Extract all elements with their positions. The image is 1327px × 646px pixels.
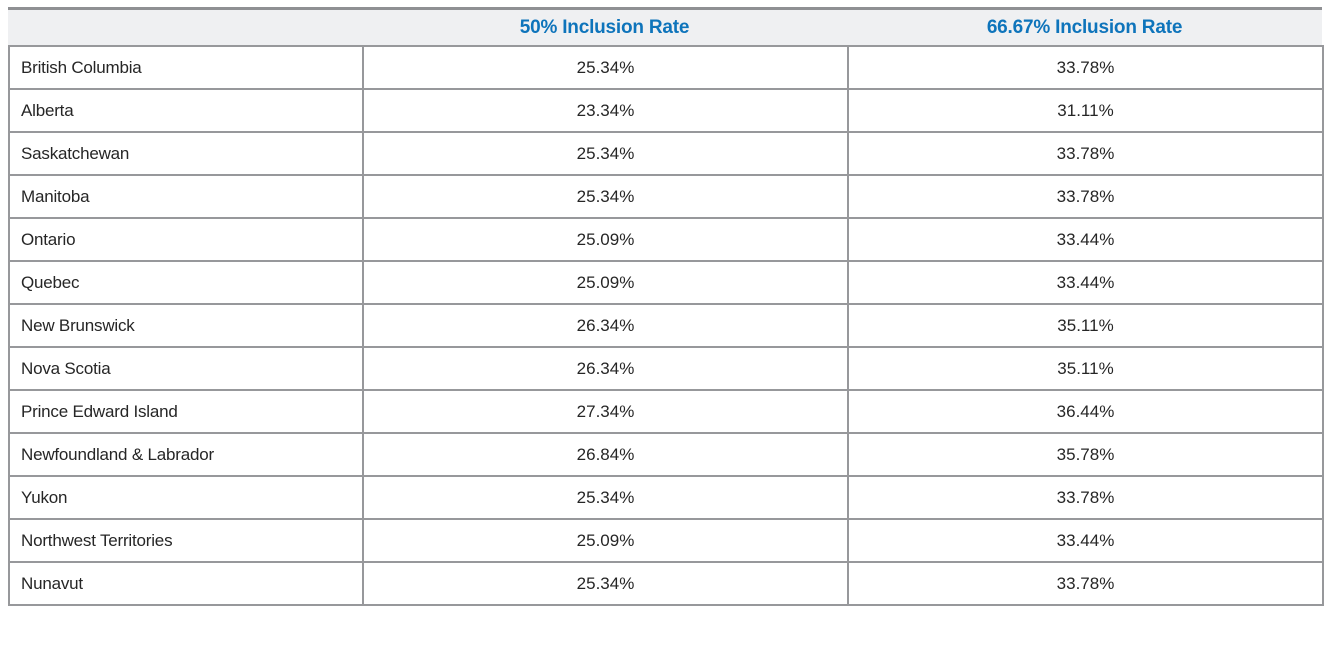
rate-50-cell: 26.84%: [362, 432, 849, 477]
rate-50-cell: 25.34%: [362, 475, 849, 520]
rate-6667-cell: 33.78%: [847, 561, 1324, 606]
rate-50-cell: 26.34%: [362, 303, 849, 348]
table-row: New Brunswick 26.34% 35.11%: [8, 303, 1324, 348]
table-row: Nova Scotia 26.34% 35.11%: [8, 346, 1324, 391]
region-cell: Newfoundland & Labrador: [8, 432, 364, 477]
table-row: Northwest Territories 25.09% 33.44%: [8, 518, 1324, 563]
rate-6667-cell: 35.11%: [847, 303, 1324, 348]
region-cell: Saskatchewan: [8, 131, 364, 176]
column-header-6667-inclusion-rate: 66.67% Inclusion Rate: [986, 16, 1183, 38]
rate-6667-cell: 35.11%: [847, 346, 1324, 391]
rate-50-cell: 26.34%: [362, 346, 849, 391]
rate-6667-cell: 36.44%: [847, 389, 1324, 434]
region-cell: Northwest Territories: [8, 518, 364, 563]
table-row: British Columbia 25.34% 33.78%: [8, 45, 1324, 90]
table-header-row: 50% Inclusion Rate 66.67% Inclusion Rate: [8, 7, 1322, 45]
table-row: Ontario 25.09% 33.44%: [8, 217, 1324, 262]
rate-50-cell: 25.09%: [362, 260, 849, 305]
region-cell: Manitoba: [8, 174, 364, 219]
region-cell: British Columbia: [8, 45, 364, 90]
table-row: Prince Edward Island 27.34% 36.44%: [8, 389, 1324, 434]
table-row: Quebec 25.09% 33.44%: [8, 260, 1324, 305]
table-row: Nunavut 25.34% 33.78%: [8, 561, 1324, 606]
rate-50-cell: 25.09%: [362, 518, 849, 563]
region-cell: Yukon: [8, 475, 364, 520]
region-cell: Quebec: [8, 260, 364, 305]
rate-6667-cell: 33.44%: [847, 518, 1324, 563]
rate-50-cell: 25.34%: [362, 131, 849, 176]
rate-50-cell: 27.34%: [362, 389, 849, 434]
region-cell: New Brunswick: [8, 303, 364, 348]
table-row: Saskatchewan 25.34% 33.78%: [8, 131, 1324, 176]
rate-50-cell: 23.34%: [362, 88, 849, 133]
inclusion-rate-table: 50% Inclusion Rate 66.67% Inclusion Rate…: [8, 7, 1324, 606]
rate-6667-cell: 33.78%: [847, 45, 1324, 90]
region-cell: Nunavut: [8, 561, 364, 606]
table-body: British Columbia 25.34% 33.78% Alberta 2…: [8, 45, 1324, 606]
rate-6667-cell: 33.78%: [847, 174, 1324, 219]
rate-50-cell: 25.34%: [362, 45, 849, 90]
table-row: Manitoba 25.34% 33.78%: [8, 174, 1324, 219]
rate-6667-cell: 35.78%: [847, 432, 1324, 477]
rate-50-cell: 25.34%: [362, 561, 849, 606]
rate-6667-cell: 33.78%: [847, 131, 1324, 176]
rate-6667-cell: 33.78%: [847, 475, 1324, 520]
region-cell: Ontario: [8, 217, 364, 262]
rate-6667-cell: 33.44%: [847, 260, 1324, 305]
rate-6667-cell: 31.11%: [847, 88, 1324, 133]
table-row: Alberta 23.34% 31.11%: [8, 88, 1324, 133]
rate-6667-cell: 33.44%: [847, 217, 1324, 262]
region-cell: Alberta: [8, 88, 364, 133]
region-cell: Nova Scotia: [8, 346, 364, 391]
region-cell: Prince Edward Island: [8, 389, 364, 434]
table-row: Newfoundland & Labrador 26.84% 35.78%: [8, 432, 1324, 477]
rate-50-cell: 25.34%: [362, 174, 849, 219]
table-row: Yukon 25.34% 33.78%: [8, 475, 1324, 520]
rate-50-cell: 25.09%: [362, 217, 849, 262]
column-header-50-inclusion-rate: 50% Inclusion Rate: [519, 16, 690, 38]
